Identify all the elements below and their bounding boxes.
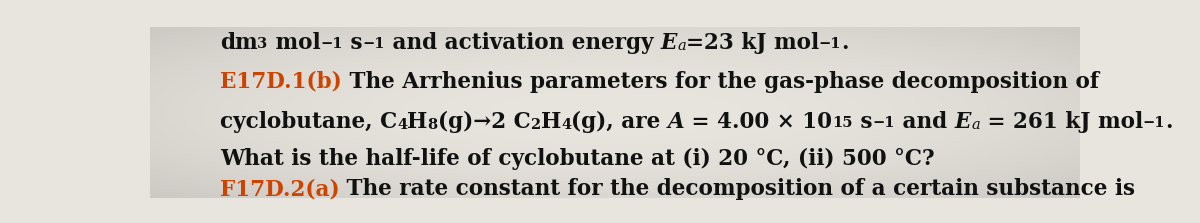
- Text: −1: −1: [362, 37, 385, 51]
- Text: 4: 4: [397, 118, 407, 132]
- Text: −1: −1: [818, 37, 841, 51]
- Text: 8: 8: [427, 118, 438, 132]
- Text: A: A: [668, 111, 684, 133]
- Text: E17D.1(b): E17D.1(b): [220, 71, 342, 93]
- Text: cyclobutane, C: cyclobutane, C: [220, 111, 397, 133]
- Text: s: s: [853, 111, 872, 133]
- Text: The rate constant for the decomposition of a certain substance is: The rate constant for the decomposition …: [340, 178, 1135, 200]
- Text: and: and: [895, 111, 955, 133]
- Text: The Arrhenius parameters for the gas-phase decomposition of: The Arrhenius parameters for the gas-pha…: [342, 71, 1099, 93]
- Text: .: .: [1165, 111, 1172, 133]
- Text: a: a: [677, 39, 685, 53]
- Text: −1: −1: [320, 37, 343, 51]
- Text: 15: 15: [833, 116, 853, 130]
- Text: .: .: [841, 32, 848, 54]
- Text: (g), are: (g), are: [571, 111, 668, 133]
- Text: −1: −1: [1142, 116, 1165, 130]
- Text: a: a: [971, 118, 979, 132]
- Text: = 4.00 × 10: = 4.00 × 10: [684, 111, 833, 133]
- Text: H: H: [541, 111, 562, 133]
- Text: E: E: [955, 111, 971, 133]
- Text: E: E: [661, 32, 677, 54]
- Text: (g)→2 C: (g)→2 C: [438, 111, 530, 133]
- Text: 3: 3: [257, 37, 268, 51]
- Text: and activation energy: and activation energy: [385, 32, 661, 54]
- Text: 4: 4: [562, 118, 571, 132]
- Text: 2: 2: [530, 118, 541, 132]
- Text: dm: dm: [220, 32, 257, 54]
- Text: s: s: [343, 32, 362, 54]
- Text: mol: mol: [268, 32, 320, 54]
- Text: F17D.2(a): F17D.2(a): [220, 178, 340, 200]
- Text: =23 kJ mol: =23 kJ mol: [685, 32, 818, 54]
- Text: What is the half-life of cyclobutane at (i) 20 °C, (ii) 500 °C?: What is the half-life of cyclobutane at …: [220, 148, 935, 170]
- Text: H: H: [407, 111, 427, 133]
- Text: −1: −1: [872, 116, 895, 130]
- Text: = 261 kJ mol: = 261 kJ mol: [979, 111, 1142, 133]
